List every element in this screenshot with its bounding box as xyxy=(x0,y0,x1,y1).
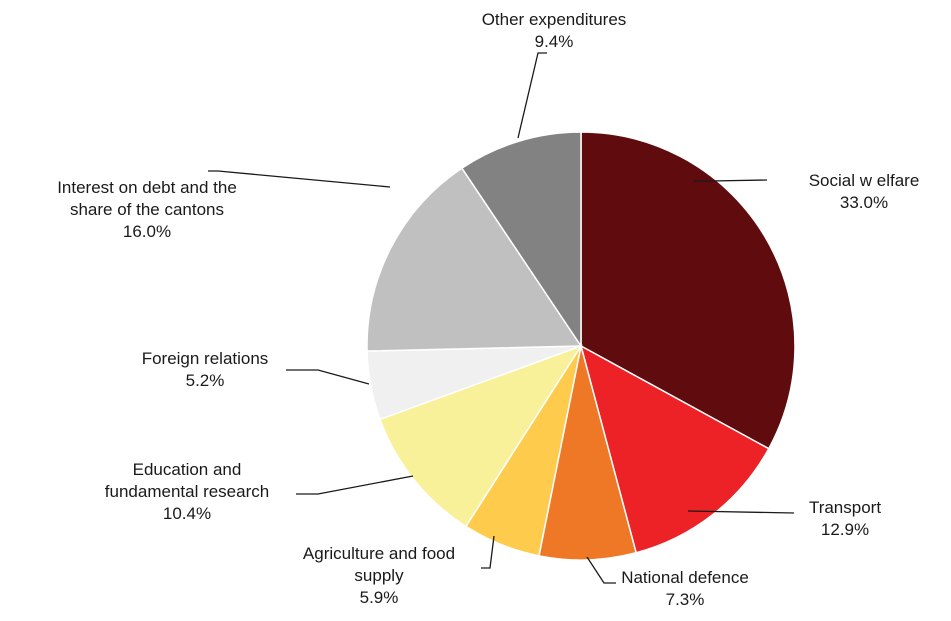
slice-label: Other expenditures 9.4% xyxy=(482,10,627,51)
slice-value-label: 33.0% xyxy=(840,193,888,212)
slice-category-label: fundamental research xyxy=(105,482,269,501)
leader-lines xyxy=(208,52,795,584)
slice-value-label: 12.9% xyxy=(821,520,869,539)
slice-category-label: Agriculture and food xyxy=(303,544,455,563)
leader-line xyxy=(208,170,391,188)
slice-label: Social w elfare 33.0% xyxy=(809,171,920,212)
slice-category-label: Transport xyxy=(809,498,881,517)
pie-slice xyxy=(538,345,638,561)
slice-category-label: Social w elfare xyxy=(809,171,920,190)
slice-label: Agriculture and food supply 5.9% xyxy=(303,544,455,607)
leader-line xyxy=(586,556,616,584)
leader-line xyxy=(481,535,495,569)
slice-category-label: Interest on debt and the xyxy=(57,178,237,197)
slice-category-label: National defence xyxy=(621,568,749,587)
pie-slices xyxy=(366,131,796,561)
leader-line xyxy=(687,510,795,514)
slice-category-label: Education and xyxy=(133,460,242,479)
slice-value-label: 5.9% xyxy=(360,588,399,607)
pie-slice xyxy=(460,131,582,349)
slice-label: Interest on debt and the share of the can… xyxy=(57,178,237,241)
slice-label: Foreign relations 5.2% xyxy=(142,349,269,390)
pie-slice xyxy=(579,344,770,554)
leader-line xyxy=(286,369,370,385)
slice-value-label: 10.4% xyxy=(163,504,211,523)
pie-slice xyxy=(366,167,583,352)
pie-slice xyxy=(580,131,796,450)
leader-line xyxy=(517,52,547,139)
slice-label: Education and fundamental research 10.4% xyxy=(105,460,269,523)
slice-category-label: share of the cantons xyxy=(70,200,224,219)
slice-label: National defence 7.3% xyxy=(621,568,749,609)
slice-category-label: supply xyxy=(354,566,404,585)
slice-category-label: Foreign relations xyxy=(142,349,269,368)
slice-value-label: 9.4% xyxy=(535,32,574,51)
slice-value-label: 7.3% xyxy=(666,590,705,609)
slice-labels: Social w elfare 33.0% Transport 12.9% Nation… xyxy=(57,10,919,609)
pie-slice xyxy=(379,344,583,528)
leader-line xyxy=(694,179,768,182)
slice-category-label: Other expenditures xyxy=(482,10,627,29)
slice-value-label: 5.2% xyxy=(186,371,225,390)
leader-line xyxy=(296,475,414,495)
slice-value-label: 16.0% xyxy=(123,222,171,241)
slice-label: Transport 12.9% xyxy=(809,498,881,539)
